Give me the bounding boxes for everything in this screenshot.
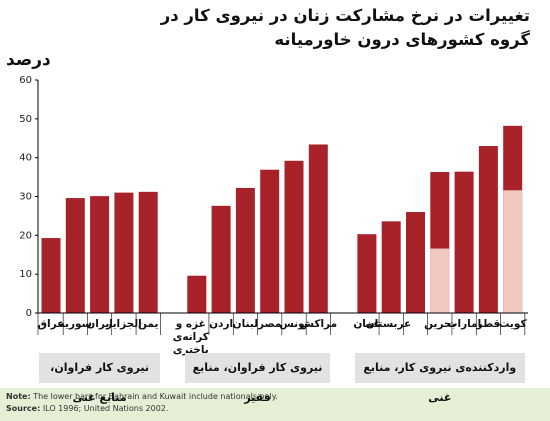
x-tick-label: عراق [37,318,65,330]
note-text: The lower bars for Bahrain and Kuwait in… [33,392,278,401]
x-tick-label: ایران [86,318,113,330]
y-tick-label: 40 [19,153,32,164]
bar [478,146,498,313]
x-tick-label: کویت [498,318,527,330]
bar [211,205,231,313]
y-tick-label: 10 [19,269,32,280]
nationals-bar [503,190,523,313]
x-tick-label: امارات [446,318,482,330]
x-tick-label: مصر [257,318,282,330]
x-tick-label: عربستان [365,318,412,330]
x-tick-label: تونس [279,318,309,330]
bar [454,171,474,313]
bar [187,275,207,313]
x-tick-label: بحرین [424,318,456,330]
group-label: نیروی کار فراوان، منابع غنی [38,353,161,404]
y-tick-label: 30 [19,192,32,203]
source-text: ILO 1996; United Nations 2002. [42,404,169,413]
x-tick-label: سوریه [58,318,92,330]
bar [41,238,61,313]
y-axis-label: درصد [6,50,51,70]
x-tick-label: غزه و کرانه‌ی باختری [172,318,209,356]
bar [284,160,304,313]
group-label: واردکننده‌ی نیروی کار، منابع غنی [354,353,525,404]
x-tick-label: یمن [137,318,159,330]
note-label: Note: [6,392,31,401]
x-tick-label: قطر [476,318,501,330]
bar [381,221,401,313]
bar [90,196,110,313]
x-tick-label: اردن [209,318,234,330]
bar [138,191,158,313]
y-tick-label: 60 [19,75,32,86]
notes: Note: The lower bars for Bahrain and Kuw… [0,388,550,421]
bar [235,187,255,313]
y-tick-label: 0 [26,308,32,319]
bar [260,169,280,313]
x-tick-label: مراکش [299,318,338,330]
x-tick-label: عمان [353,318,381,330]
y-tick-label: 20 [19,230,32,241]
group-label: نیروی کار فراوان، منابع فقیر [184,353,331,404]
y-tick-label: 50 [19,114,32,125]
nationals-bar [430,248,450,313]
bar [308,144,328,313]
x-tick-label: لبنان [232,318,259,330]
source: Source: ILO 1996; United Nations 2002. [6,403,544,415]
note: Note: The lower bars for Bahrain and Kuw… [6,391,544,403]
bar [65,198,85,313]
bar [357,234,377,313]
bar [406,212,425,313]
bar [114,192,134,313]
x-tick-label: الجزایر [106,318,142,330]
source-label: Source: [6,404,41,413]
chart-title: تغییرات در نرخ مشارکت زنان در نیروی کار … [160,6,530,49]
